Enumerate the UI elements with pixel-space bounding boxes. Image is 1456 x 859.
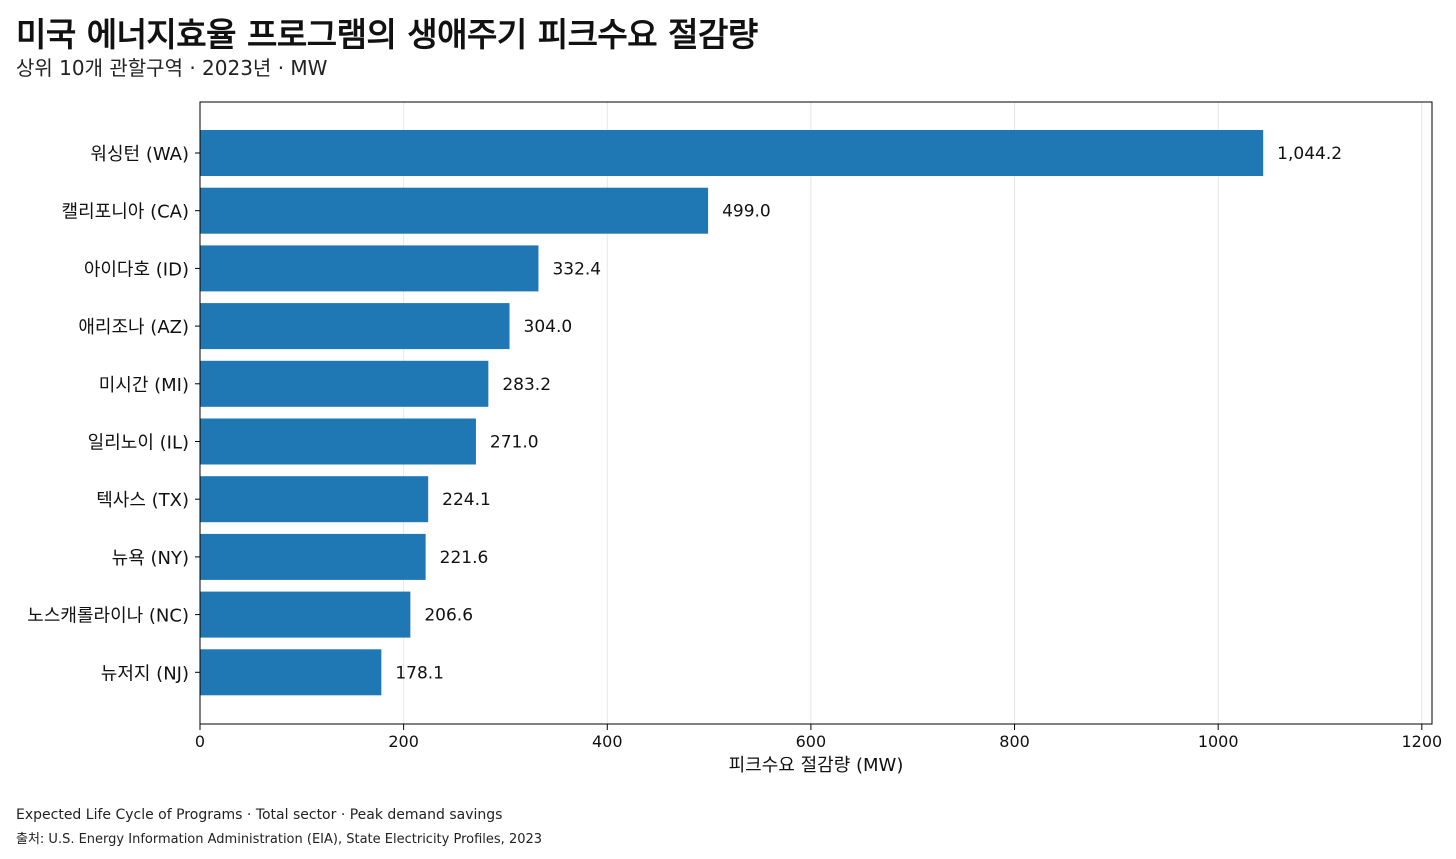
category-label: 워싱턴 (WA) [90, 144, 189, 165]
footnote: Expected Life Cycle of Programs · Total … [16, 807, 503, 823]
category-label: 노스캐롤라이나 (NC) [27, 606, 189, 627]
x-tick-label: 400 [592, 732, 623, 751]
bar-value-label: 224.1 [442, 490, 491, 510]
category-label: 텍사스 (TX) [96, 490, 189, 511]
bar [200, 591, 411, 638]
x-axis-label: 피크수요 절감량 (MW) [729, 755, 904, 776]
category-label: 캘리포니아 (CA) [62, 202, 189, 223]
chart-subtitle: 상위 10개 관할구역 · 2023년 · MW [16, 56, 328, 80]
x-tick-label: 0 [195, 732, 205, 751]
x-axis-ticks: 0 200 400 600 800 1000 1200 [195, 724, 1442, 751]
bar-value-label: 283.2 [502, 375, 551, 395]
bar [200, 245, 539, 292]
x-tick-label: 1200 [1401, 732, 1442, 751]
source-note: 출처: U.S. Energy Information Administrati… [16, 832, 543, 847]
bar [200, 130, 1264, 176]
bar [200, 303, 510, 350]
bar-value-label: 304.0 [524, 317, 573, 337]
bar-value-label: 332.4 [552, 259, 601, 279]
category-label: 뉴저지 (NJ) [101, 663, 189, 684]
x-tick-label: 800 [999, 732, 1030, 751]
bars [200, 130, 1264, 696]
category-label: 애리조나 (AZ) [78, 317, 189, 338]
bar-value-label: 1,044.2 [1277, 144, 1342, 164]
bar [200, 360, 489, 407]
x-tick-label: 1000 [1198, 732, 1239, 751]
bar-value-label: 221.6 [440, 548, 489, 568]
category-label: 아이다호 (ID) [84, 259, 189, 280]
category-label: 일리노이 (IL) [88, 433, 189, 454]
bar [200, 533, 426, 580]
bar [200, 418, 476, 465]
category-labels: 워싱턴 (WA) 캘리포니아 (CA) 아이다호 (ID) 애리조나 (AZ) 미시간 … [27, 144, 200, 684]
value-labels: 1,044.2 499.0 332.4 304.0 283.2 271.0 224.1 221… [395, 144, 1342, 683]
bar [200, 187, 709, 234]
x-tick-label: 200 [388, 732, 419, 751]
bar-value-label: 206.6 [424, 606, 473, 626]
plot-frame [199, 101, 1433, 725]
bar [200, 649, 382, 696]
category-label: 뉴욕 (NY) [112, 548, 189, 569]
bar-value-label: 178.1 [395, 663, 444, 683]
bar [200, 476, 429, 523]
bar-chart: 1,044.2 499.0 332.4 304.0 283.2 271.0 224.1 221… [27, 101, 1442, 776]
chart-title: 미국 에너지효율 프로그램의 생애주기 피크수요 절감량 [16, 15, 758, 54]
bar-value-label: 499.0 [722, 202, 771, 222]
category-label: 미시간 (MI) [99, 375, 189, 396]
x-tick-label: 600 [796, 732, 827, 751]
bar-value-label: 271.0 [490, 433, 539, 453]
